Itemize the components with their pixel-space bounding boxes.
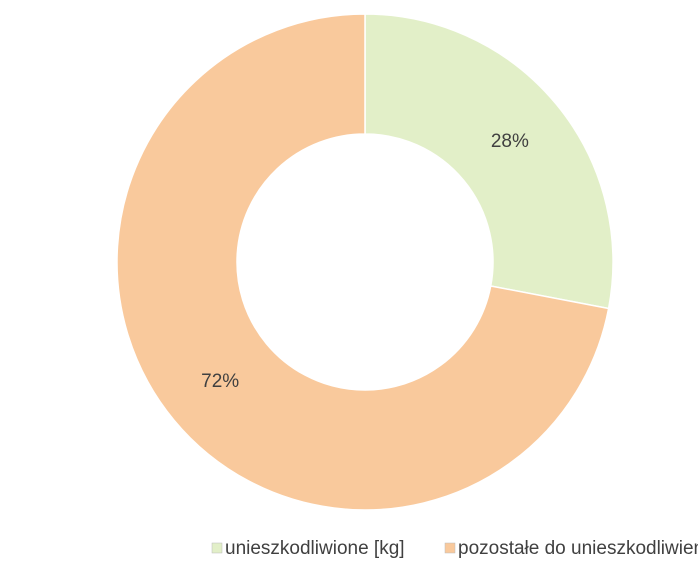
legend-label: unieszkodliwione [kg] xyxy=(225,538,405,559)
data-label: 72% xyxy=(201,371,239,392)
legend-marker xyxy=(444,542,456,554)
donut-segment xyxy=(116,13,610,511)
legend-label: pozostałe do unieszkodliwienia [kg] xyxy=(458,538,698,559)
data-label: 28% xyxy=(491,131,529,152)
legend-marker xyxy=(211,542,223,554)
donut-segment xyxy=(364,13,614,310)
